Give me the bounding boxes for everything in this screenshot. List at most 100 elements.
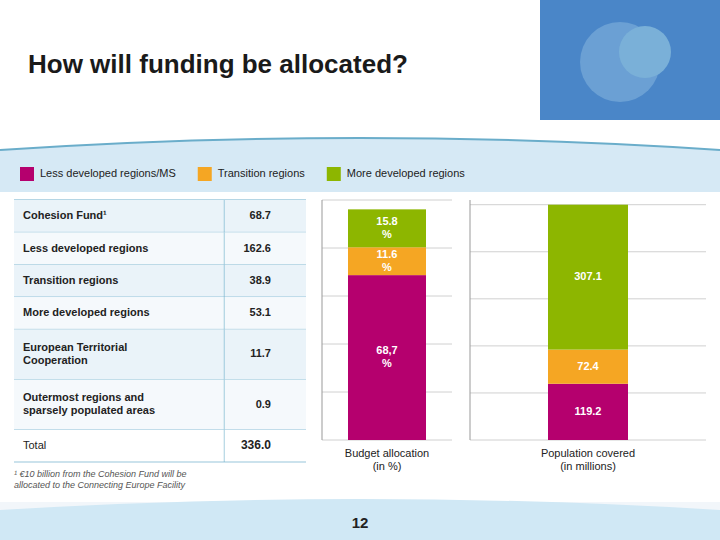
text-line: 11.7 <box>250 347 271 359</box>
table-cell <box>14 200 306 232</box>
grid-line <box>322 200 452 201</box>
row-label: Transition regions <box>23 274 118 286</box>
text-line: 15.8 <box>376 215 397 227</box>
text-line: % <box>382 261 392 273</box>
text-line: 12 <box>352 514 369 531</box>
table-cell <box>14 232 306 264</box>
text-line: Total <box>23 439 46 451</box>
row-label: More developed regions <box>23 306 150 318</box>
text-line: 68.7 <box>250 209 271 221</box>
row-value: 162.6 <box>243 241 271 253</box>
text-line: % <box>382 357 392 369</box>
row-value: 38.9 <box>250 274 271 286</box>
decoration <box>540 0 720 120</box>
text-line: (in millions) <box>560 460 616 472</box>
table-rule <box>224 265 225 297</box>
bar-chart: 68,7%11.6%15.8%Budget allocation(in %) <box>322 200 452 472</box>
legend-label: Less developed regions/MS <box>40 167 176 179</box>
text-line: 0.9 <box>256 397 271 409</box>
axis-line <box>470 200 471 440</box>
text-line: 68,7 <box>376 344 397 356</box>
row-value: 336.0 <box>241 438 271 452</box>
bar-segment <box>348 209 426 247</box>
row-value: 11.7 <box>250 347 271 359</box>
data-labels: 119.2 72.4 307.1 <box>574 270 602 417</box>
table-rule <box>224 430 225 462</box>
text-line: How will funding be allocated? <box>28 49 408 79</box>
decoration <box>0 138 720 192</box>
text-line: 72.4 <box>577 360 599 372</box>
bar-segment <box>548 350 628 384</box>
category-label: Budget allocation(in %) <box>345 447 429 472</box>
data-label: 72.4 <box>577 360 599 372</box>
text-line: (in %) <box>373 460 402 472</box>
table-cell <box>14 265 306 297</box>
row-label: Less developed regions <box>23 241 148 253</box>
data-label: 68,7% <box>376 344 397 369</box>
text-line: 11.6 <box>377 248 398 260</box>
table-cell <box>14 297 306 329</box>
text-line: European Territorial <box>23 341 127 353</box>
text-line: Cooperation <box>23 354 88 366</box>
text-line: % <box>382 228 392 240</box>
table-rule <box>224 297 225 329</box>
bar-segment <box>548 205 628 350</box>
table-rule <box>224 232 225 264</box>
data-label: 15.8% <box>376 215 397 240</box>
bars <box>348 209 426 440</box>
slide: How will funding be allocated? Cohesion F… <box>0 0 720 540</box>
text-line: 53.1 <box>250 306 271 318</box>
content-background <box>0 192 720 502</box>
text-line: 162.6 <box>243 241 271 253</box>
row-value: 0.9 <box>256 397 271 409</box>
legend-label: Transition regions <box>218 167 306 179</box>
table-cell <box>14 380 306 430</box>
text-line: 307.1 <box>574 270 602 282</box>
text-line: 336.0 <box>241 438 271 452</box>
row-label: European TerritorialCooperation <box>23 341 127 366</box>
axis-line <box>322 200 323 440</box>
table-rule <box>224 329 225 379</box>
data-labels: 68,7%11.6%15.8% <box>376 215 397 369</box>
row-value: 68.7 <box>250 209 271 221</box>
header <box>0 0 720 150</box>
text-line: Population covered <box>541 447 635 459</box>
data-label: 119.2 <box>575 405 602 417</box>
row-label: Outermost regions andsparsely populated … <box>23 391 155 416</box>
text-line: More developed regions <box>23 306 150 318</box>
data-label: 307.1 <box>574 270 602 282</box>
table-rule <box>14 462 306 463</box>
legend-swatch <box>327 167 341 181</box>
legend-label: More developed regions <box>347 167 466 179</box>
table-rule <box>224 380 225 430</box>
bar-segment <box>348 247 426 275</box>
legend: Less developed regions/MS Transition regi… <box>20 167 465 181</box>
row-label: Cohesion Fund¹ <box>23 209 107 221</box>
text-line: Transition regions <box>218 167 306 179</box>
decoration <box>0 138 720 150</box>
bar-segment <box>548 384 628 440</box>
text-line: Budget allocation <box>345 447 429 459</box>
decoration <box>0 499 720 540</box>
text-line: Transition regions <box>23 274 118 286</box>
footnote: ¹ €10 billion from the Cohesion Fund wil… <box>14 469 187 490</box>
table-rule <box>224 200 225 232</box>
text-line: allocated to the Connecting Europe Facil… <box>14 480 186 490</box>
text-line: 38.9 <box>250 274 271 286</box>
legend-swatch <box>198 167 212 181</box>
bar-segment <box>348 275 426 440</box>
table-cell <box>14 329 306 379</box>
text-line: 119.2 <box>575 405 602 417</box>
category-label: Population covered(in millions) <box>541 447 635 472</box>
decoration <box>619 26 671 78</box>
row-value: 53.1 <box>250 306 271 318</box>
page-number: 12 <box>352 514 369 531</box>
legend-swatch <box>20 167 34 181</box>
text-line: sparsely populated areas <box>23 404 155 416</box>
background <box>0 0 720 540</box>
data-label: 11.6% <box>377 248 398 273</box>
text-line: ¹ €10 billion from the Cohesion Fund wil… <box>14 469 187 479</box>
text-line: Cohesion Fund¹ <box>23 209 107 221</box>
row-label: Total <box>23 439 46 451</box>
text-line: Outermost regions and <box>23 391 144 403</box>
